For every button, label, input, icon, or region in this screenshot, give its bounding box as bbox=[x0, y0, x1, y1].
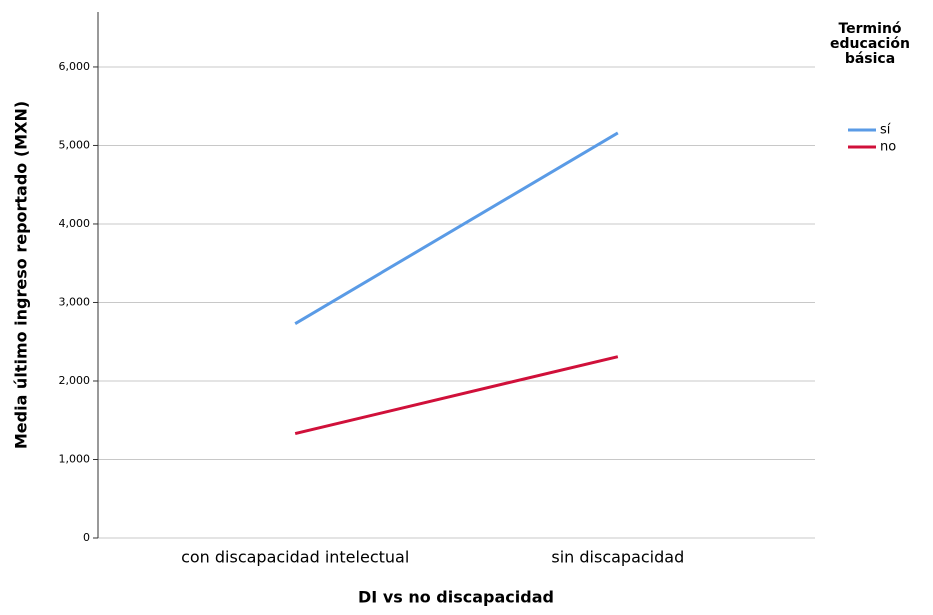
y-axis-label: Media último ingreso reportado (MXN) bbox=[12, 101, 31, 449]
series-line bbox=[294, 355, 619, 436]
y-tick-label: 1,000 bbox=[59, 452, 91, 465]
y-tick-label: 6,000 bbox=[59, 60, 91, 73]
x-tick-label: sin discapacidad bbox=[551, 548, 684, 567]
y-tick-label: 3,000 bbox=[59, 295, 91, 308]
legend-title: Terminó educación básica bbox=[830, 21, 910, 67]
y-tick-label: 0 bbox=[83, 531, 90, 544]
y-tick-label: 4,000 bbox=[59, 217, 91, 230]
y-tick-label: 2,000 bbox=[59, 374, 91, 387]
legend-label: no bbox=[880, 140, 896, 155]
series-line bbox=[294, 131, 619, 325]
legend-label: sí bbox=[880, 123, 891, 138]
x-tick-label: con discapacidad intelectual bbox=[181, 548, 409, 567]
x-axis-label: DI vs no discapacidad bbox=[358, 588, 554, 607]
y-tick-label: 5,000 bbox=[59, 138, 91, 151]
